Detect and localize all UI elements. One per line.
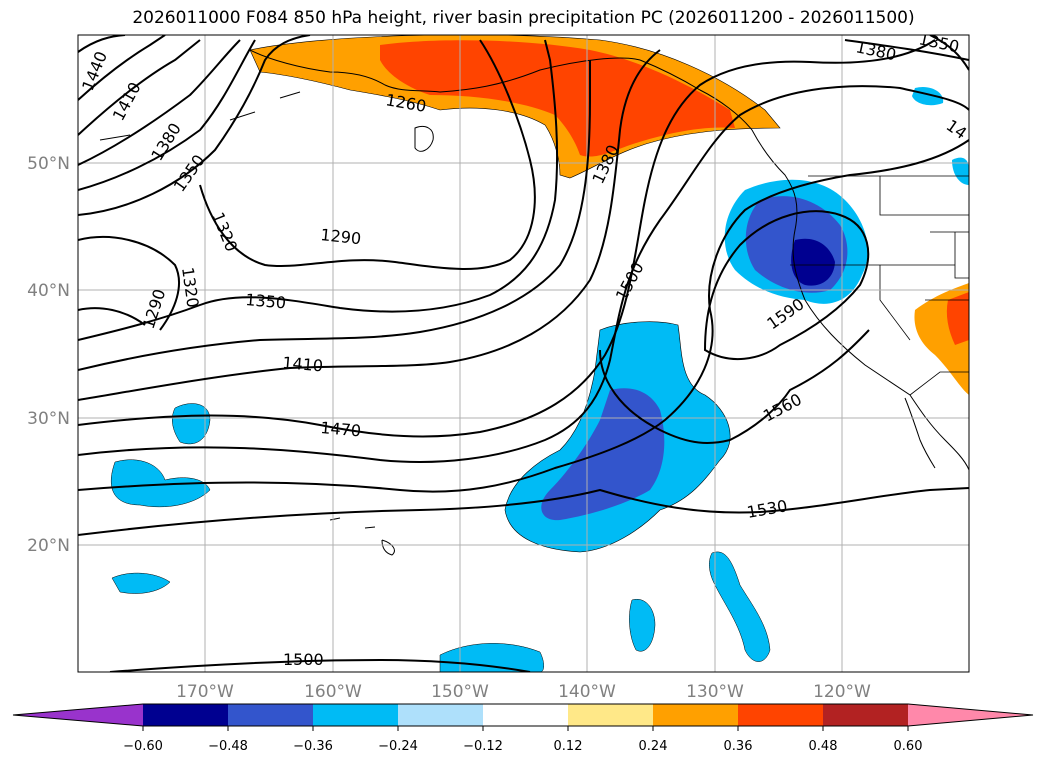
gridlines	[78, 35, 969, 672]
colorbar-tick-label: −0.36	[293, 739, 333, 754]
contour-label: 1470	[320, 418, 362, 440]
contour-label: 1500	[283, 650, 324, 669]
map-panel: 1440 1410 1380 1350 1320 1290 1320 1290 …	[78, 35, 971, 672]
colorbar-tick-label: 0.36	[724, 739, 753, 754]
colorbar-segment	[228, 704, 313, 726]
colorbar-tick-label: 0.48	[809, 739, 838, 754]
precip-negative-patches	[110, 86, 969, 672]
contour-label: 1290	[320, 225, 362, 248]
lat-label: 50°N	[27, 154, 70, 174]
precip-negative-pnw	[724, 179, 868, 304]
lon-label: 170°W	[176, 682, 234, 702]
contour-label: 1320	[178, 266, 202, 309]
precip-positive-gulf-alaska	[249, 35, 781, 179]
colorbar-segment	[653, 704, 738, 726]
colorbar-extend-low	[13, 704, 143, 726]
lon-label: 120°W	[813, 682, 871, 702]
lat-labels: 50°N 40°N 30°N 20°N	[27, 154, 70, 556]
colorbar-tick-label: −0.48	[208, 739, 248, 754]
colorbar-tick-label: −0.60	[123, 739, 163, 754]
colorbar-tick-label: −0.12	[463, 739, 503, 754]
contour-label: 14	[943, 116, 971, 143]
colorbar-segment	[313, 704, 398, 726]
colorbar-extend-high	[908, 704, 1033, 726]
contour-label: 1440	[78, 49, 111, 94]
contour-label: 1320	[208, 209, 241, 254]
lon-label: 140°W	[558, 682, 616, 702]
contour-label: 1590	[763, 294, 807, 333]
contour-label: 1410	[282, 353, 324, 375]
contour-label: 1530	[745, 496, 788, 522]
height-contours	[78, 35, 969, 672]
colorbar-segment	[738, 704, 823, 726]
lat-label: 30°N	[27, 409, 70, 429]
lat-label: 20°N	[27, 536, 70, 556]
colorbar-tick-label: 0.24	[639, 739, 668, 754]
contour-label: 1500	[612, 259, 648, 304]
lon-label: 150°W	[431, 682, 489, 702]
contour-label: 1560	[760, 390, 805, 426]
colorbar-segment	[823, 704, 908, 726]
lat-label: 40°N	[27, 281, 70, 301]
colorbar-tick-label: −0.24	[378, 739, 418, 754]
coastlines	[99, 49, 969, 556]
colorbar: −0.60 −0.48 −0.36 −0.24 −0.12 0.12 0.24 0.36 0.4…	[12, 703, 1034, 754]
map-frame	[77, 34, 970, 673]
lon-label: 160°W	[304, 682, 362, 702]
contour-label: 1380	[147, 120, 185, 165]
colorbar-segment	[568, 704, 653, 726]
precip-positive-california	[914, 283, 969, 395]
contour-label: 1410	[109, 79, 145, 124]
colorbar-tick-label: 0.12	[554, 739, 583, 754]
precip-negative-central	[504, 321, 731, 553]
map-title: 2026011000 F084 850 hPa height, river ba…	[132, 8, 915, 28]
colorbar-tick-label: 0.60	[894, 739, 923, 754]
boundaries	[790, 175, 969, 396]
colorbar-segment	[483, 704, 568, 726]
lon-labels: 170°W 160°W 150°W 140°W 130°W 120°W	[176, 682, 871, 702]
colorbar-segment	[398, 704, 483, 726]
colorbar-segment	[143, 704, 228, 726]
contour-labels: 1440 1410 1380 1350 1320 1290 1320 1290 …	[78, 35, 971, 669]
contour-label: 1380	[854, 37, 898, 64]
lon-label: 130°W	[686, 682, 744, 702]
contour-label: 1350	[170, 151, 209, 195]
contour-label: 1350	[245, 290, 287, 312]
